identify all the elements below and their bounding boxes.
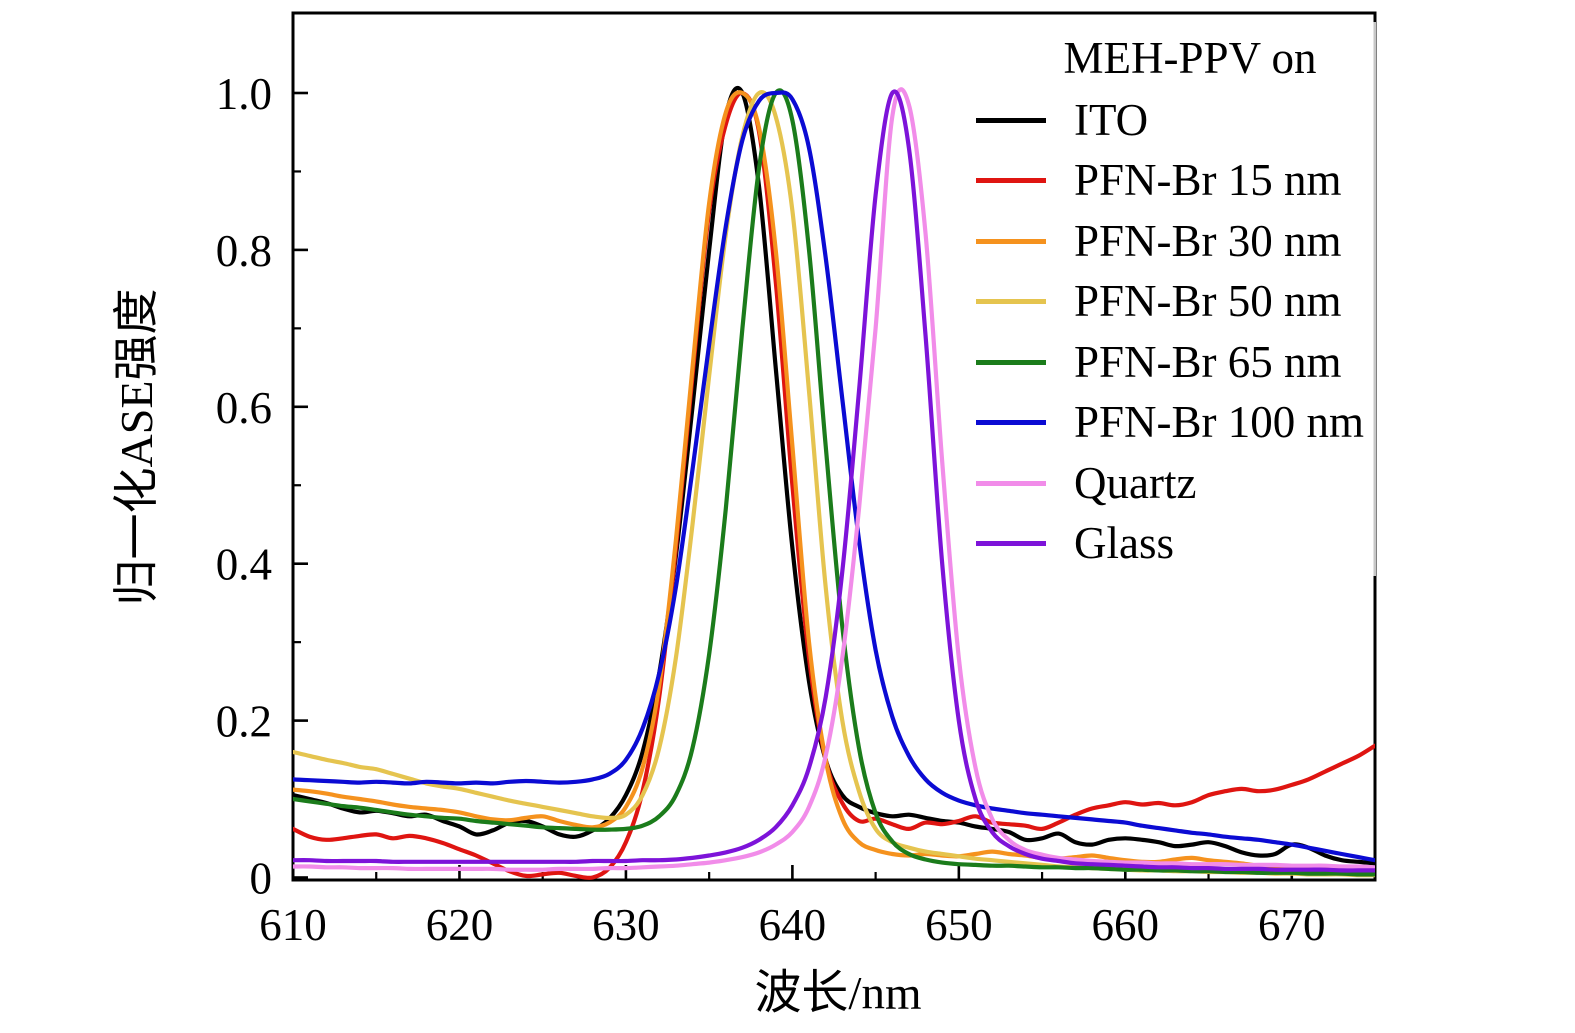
legend-item: Quartz [976, 453, 1364, 514]
legend-item: PFN-Br 30 nm [976, 211, 1364, 272]
x-tick-label: 640 [759, 900, 827, 950]
series-pfn-br-100-nm [293, 90, 1375, 863]
legend-item-label: PFN-Br 15 nm [1074, 155, 1342, 206]
series-ito [293, 85, 1375, 866]
x-tick-label: 610 [259, 900, 327, 950]
y-tick-label: 0.2 [216, 697, 272, 747]
legend-item: PFN-Br 50 nm [976, 272, 1364, 333]
legend-item: PFN-Br 65 nm [976, 332, 1364, 393]
x-tick-label: 660 [1092, 900, 1160, 950]
y-axis-title: 归一化ASE强度 [111, 288, 162, 606]
series-quartz [293, 87, 1375, 872]
legend-line-swatch [976, 117, 1046, 123]
legend-item-label: PFN-Br 30 nm [1074, 215, 1342, 266]
y-tick-label: 0 [250, 854, 273, 904]
legend-line-swatch [976, 480, 1046, 486]
x-tick-label: 670 [1258, 900, 1326, 950]
y-axis-tick-labels: 0 0.2 0.4 0.6 0.8 1.0 [216, 69, 272, 904]
legend-title: MEH-PPV on [1063, 33, 1317, 83]
x-axis-tick-labels: 610 620 630 640 650 660 670 [259, 900, 1325, 950]
legend-item-label: PFN-Br 50 nm [1074, 276, 1342, 327]
series-glass [293, 89, 1375, 873]
x-tick-label: 620 [426, 900, 494, 950]
axis-ticks [291, 91, 1294, 880]
legend: MEH-PPV on ITO PFN-Br 15 nm PFN-Br 30 nm… [962, 22, 1377, 576]
legend-line-swatch [976, 541, 1046, 547]
legend-item-label: ITO [1074, 94, 1149, 145]
legend-line-swatch [976, 238, 1046, 244]
y-tick-label: 1.0 [216, 69, 272, 119]
legend-item-label: PFN-Br 100 nm [1074, 397, 1365, 448]
y-tick-label: 0.4 [216, 540, 272, 590]
x-tick-label: 630 [592, 900, 660, 950]
legend-item-label: PFN-Br 65 nm [1074, 336, 1342, 387]
y-tick-label: 0.8 [216, 226, 272, 276]
legend-item: PFN-Br 15 nm [976, 151, 1364, 212]
legend-item: ITO [976, 90, 1364, 151]
legend-line-swatch [976, 359, 1046, 365]
legend-line-swatch [976, 178, 1046, 184]
legend-item: Glass [976, 514, 1364, 575]
series-pfn-br-30-nm [293, 90, 1375, 872]
series-pfn-br-65-nm [293, 88, 1375, 877]
legend-line-swatch [976, 299, 1046, 305]
legend-item: PFN-Br 100 nm [976, 393, 1364, 454]
legend-rows: ITO PFN-Br 15 nm PFN-Br 30 nm PFN-Br 50 … [976, 90, 1364, 574]
x-axis-title: 波长/nm [754, 967, 922, 1020]
legend-item-label: Glass [1074, 518, 1174, 569]
series-lines [293, 85, 1375, 880]
legend-item-label: Quartz [1074, 457, 1197, 508]
y-tick-label: 0.6 [216, 383, 272, 433]
x-tick-label: 650 [925, 900, 993, 950]
legend-line-swatch [976, 420, 1046, 426]
